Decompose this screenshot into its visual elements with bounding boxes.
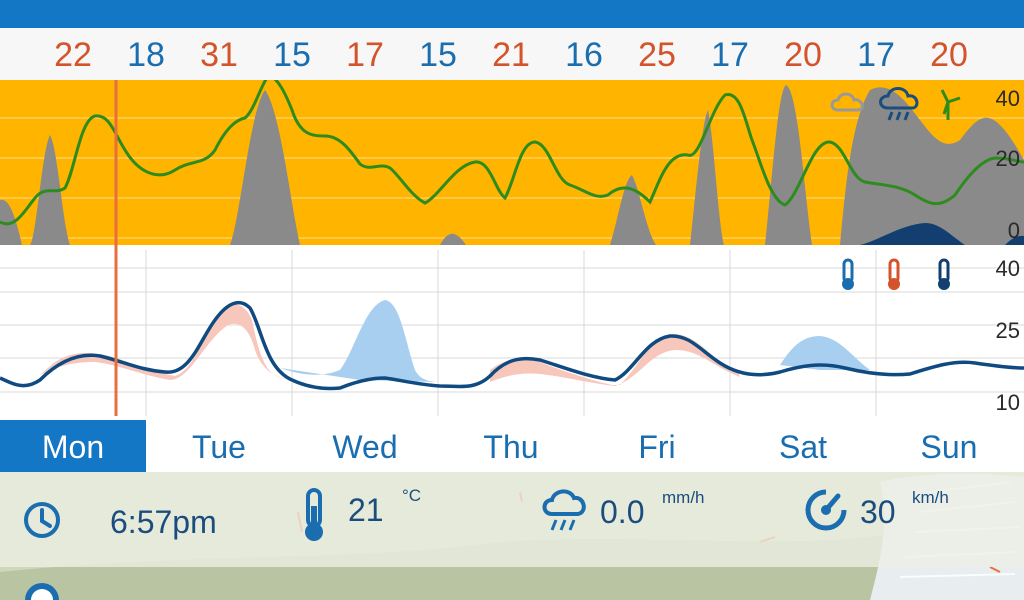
temperature-unit: °C [402, 486, 422, 505]
current-precipitation: 0.0 mm/h [600, 488, 705, 531]
daily-temp-hot: 31 [200, 36, 238, 74]
thermometer-icon[interactable] [938, 258, 950, 290]
noaa-logo-icon [25, 583, 59, 600]
wind-value: 30 [860, 494, 896, 530]
rain-icon [542, 489, 586, 531]
daily-temp-cool: 15 [273, 36, 311, 74]
current-conditions-bar: 6:57pm 21 °C 0.0 mm/h 30 km/h [0, 472, 1024, 567]
temperature-line [0, 300, 1024, 391]
daily-temperature-row: 22 18 31 15 17 15 21 16 25 17 20 17 20 [0, 28, 1024, 80]
daily-temp-hot: 21 [492, 36, 530, 74]
upper-axis-label: 20 [996, 146, 1020, 171]
thermometer-high-icon[interactable] [888, 258, 900, 290]
upper-axis-label: 40 [996, 86, 1020, 111]
daily-temp-cool: 15 [419, 36, 457, 74]
rain-cloud-icon[interactable] [879, 87, 919, 121]
day-selector: Mon Tue Wed Thu Fri Sat Sun [0, 420, 1024, 472]
feels-warmer-area-2 [490, 334, 740, 386]
wind-turbine-icon[interactable] [940, 89, 961, 120]
daily-temp-cool: 18 [127, 36, 165, 74]
lower-axis-label: 10 [996, 390, 1020, 415]
upper-axis-label: 0 [1008, 218, 1020, 243]
day-tab-wed[interactable]: Wed [332, 429, 398, 465]
daily-temp-hot: 20 [784, 36, 822, 74]
daily-temp-cool: 17 [857, 36, 895, 74]
daily-temp-hot: 22 [54, 36, 92, 74]
forecast-chart[interactable]: 40 20 0 40 25 10 [0, 80, 1024, 420]
temperature-value: 21 [348, 492, 384, 528]
current-temperature: 21 °C [348, 486, 421, 529]
precipitation-value: 0.0 [600, 494, 645, 530]
precipitation-area [860, 223, 1024, 245]
current-time: 6:57pm [110, 504, 217, 540]
day-tab-mon[interactable]: Mon [0, 420, 146, 472]
day-tab-fri[interactable]: Fri [638, 429, 676, 465]
lower-axis-label: 25 [996, 318, 1020, 343]
clock-icon [24, 502, 60, 538]
day-tab-sun[interactable]: Sun [920, 429, 978, 465]
daily-temp-hot: 17 [346, 36, 384, 74]
day-tab-sat[interactable]: Sat [778, 429, 828, 465]
cloud-cover-gray-area [0, 85, 1024, 245]
top-app-bar [0, 0, 1024, 28]
wind-gauge-icon [805, 489, 847, 531]
weather-map[interactable]: 6:57pm 21 °C 0.0 mm/h 30 km/h [0, 472, 1024, 600]
feels-cooler-area [280, 300, 870, 382]
daily-temp-hot: 25 [638, 36, 676, 74]
precipitation-unit: mm/h [662, 488, 705, 507]
daily-temp-hot: 20 [930, 36, 968, 74]
daily-temp-cool: 16 [565, 36, 603, 74]
thermometer-icon [305, 488, 323, 541]
day-tab-thu[interactable]: Thu [483, 429, 539, 465]
thermometer-low-icon[interactable] [842, 258, 854, 290]
wind-speed-line [0, 80, 1024, 226]
wind-unit: km/h [912, 488, 949, 507]
current-wind: 30 km/h [860, 488, 949, 531]
lower-axis-label: 40 [996, 256, 1020, 281]
day-tab-tue[interactable]: Tue [192, 429, 246, 465]
cloud-icon[interactable] [830, 92, 864, 112]
temperature-panel [0, 250, 1024, 418]
feels-warmer-area [40, 304, 292, 380]
daily-temp-cool: 17 [711, 36, 749, 74]
